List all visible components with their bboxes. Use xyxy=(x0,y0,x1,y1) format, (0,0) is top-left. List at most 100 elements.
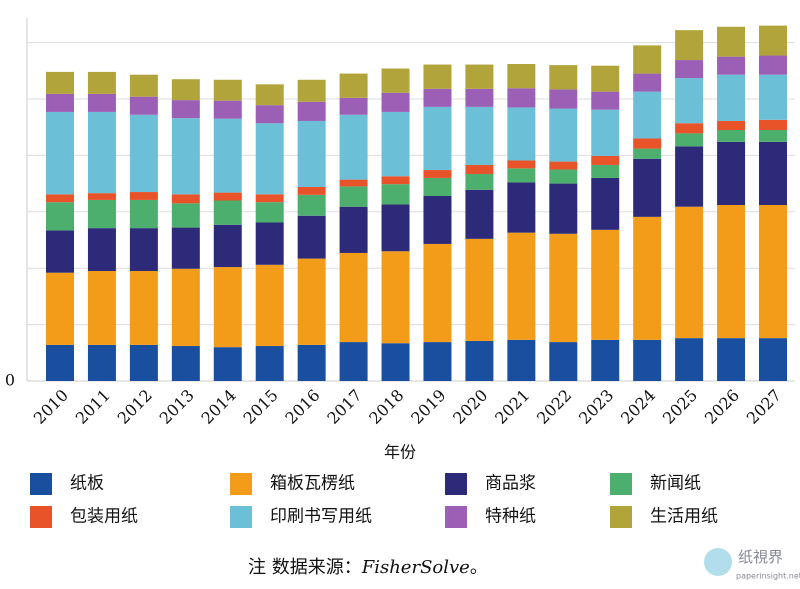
bar-segment xyxy=(549,89,578,109)
legend-swatch xyxy=(445,506,467,528)
note-source: FisherSolve xyxy=(361,557,470,578)
bar-segment xyxy=(423,88,452,107)
bar-segment xyxy=(465,88,494,107)
bar-segment xyxy=(213,79,242,101)
bar-segment xyxy=(423,106,452,171)
bar-segment xyxy=(339,114,368,180)
legend-label: 商品浆 xyxy=(485,474,536,494)
bar-segment xyxy=(423,170,452,178)
bar-segment xyxy=(297,101,326,121)
bar-segment xyxy=(171,203,200,228)
bar-segment xyxy=(255,222,284,265)
bar-segment xyxy=(591,91,620,110)
bar-segment xyxy=(255,202,284,223)
bar-segment xyxy=(213,118,242,193)
legend-label: 新闻纸 xyxy=(650,474,701,494)
bar-segment xyxy=(381,343,410,381)
bar-segment xyxy=(213,192,242,201)
x-tick-label: 2015 xyxy=(239,386,281,428)
bar-segment xyxy=(129,74,158,97)
bar-segment xyxy=(507,339,536,381)
bar-segment xyxy=(46,194,74,203)
bar-segment xyxy=(591,155,620,165)
bar-segment xyxy=(381,176,410,185)
legend-swatch xyxy=(230,506,252,528)
bar-segment xyxy=(507,88,536,108)
bar-segment xyxy=(717,205,746,339)
bar-segment xyxy=(87,344,116,381)
bar-segment xyxy=(675,146,704,207)
bar-segment xyxy=(297,215,326,259)
bar-segment xyxy=(423,342,452,381)
bar-segment xyxy=(213,200,242,225)
bar-segment xyxy=(465,238,494,341)
bar-segment xyxy=(339,179,368,187)
bar-segment xyxy=(87,228,116,272)
legend-label: 印刷书写用纸 xyxy=(270,507,372,527)
bar-segment xyxy=(423,195,452,244)
x-tick-label: 2014 xyxy=(198,386,240,428)
bar-segment xyxy=(129,199,158,229)
bar-segment xyxy=(507,107,536,161)
bar-segment xyxy=(759,141,787,206)
bar-segment xyxy=(87,93,116,112)
bar-segment xyxy=(717,74,746,121)
bar-segment xyxy=(46,272,74,345)
bar-segment xyxy=(675,133,704,147)
bar-segment xyxy=(87,271,116,345)
watermark-url: paperinsight.net xyxy=(736,572,800,581)
x-tick-label: 2025 xyxy=(659,386,701,428)
bar-segment xyxy=(171,118,200,195)
bar-segment xyxy=(591,164,620,178)
x-axis-label: 年份 xyxy=(384,443,416,462)
bar-segment xyxy=(255,84,284,106)
bar-segment xyxy=(633,158,662,217)
bar-segment xyxy=(549,161,578,170)
bar-segment xyxy=(633,148,662,159)
bar-segment xyxy=(171,227,200,269)
watermark-logo xyxy=(704,548,732,576)
watermark-text: 纸視界 xyxy=(738,548,783,566)
bar-segment xyxy=(549,183,578,234)
x-tick-label: 2026 xyxy=(701,386,743,428)
bar-segment xyxy=(633,216,662,340)
bar-segment xyxy=(507,168,536,183)
bar-segment xyxy=(633,91,662,139)
bar-segment xyxy=(339,252,368,343)
legend-swatch xyxy=(30,506,52,528)
y-tick-label: 0 xyxy=(5,371,15,390)
bar-segment xyxy=(465,340,494,381)
bar-segment xyxy=(87,199,116,229)
bar-segment xyxy=(171,194,200,204)
bar-segment xyxy=(297,344,326,381)
bar-segment xyxy=(633,45,662,74)
bar-segment xyxy=(255,264,284,347)
bar-segment xyxy=(297,79,326,102)
bar-segment xyxy=(381,111,410,177)
x-tick-label: 2013 xyxy=(156,386,198,428)
bar-segment xyxy=(717,56,746,75)
bar-segment xyxy=(46,111,74,195)
bar-segment xyxy=(507,182,536,233)
bar-segment xyxy=(591,177,620,230)
bar-segment xyxy=(87,111,116,194)
bar-segment xyxy=(675,206,704,339)
bar-segment xyxy=(423,64,452,89)
bar-segment xyxy=(381,184,410,205)
bar-segment xyxy=(633,73,662,92)
bar-segment xyxy=(255,123,284,195)
x-tick-label: 2011 xyxy=(72,386,114,428)
bar-segment xyxy=(255,194,284,203)
x-tick-label: 2020 xyxy=(449,386,491,428)
bar-segment xyxy=(759,129,787,142)
bar-segment xyxy=(465,164,494,174)
bar-segment xyxy=(759,119,787,130)
bar-segment xyxy=(717,129,746,142)
bar-segment xyxy=(759,338,787,381)
bar-segment xyxy=(675,30,704,61)
bar-segment xyxy=(129,96,158,115)
bar-segment xyxy=(759,74,787,120)
bar-segment xyxy=(46,202,74,231)
bar-segment xyxy=(213,347,242,381)
